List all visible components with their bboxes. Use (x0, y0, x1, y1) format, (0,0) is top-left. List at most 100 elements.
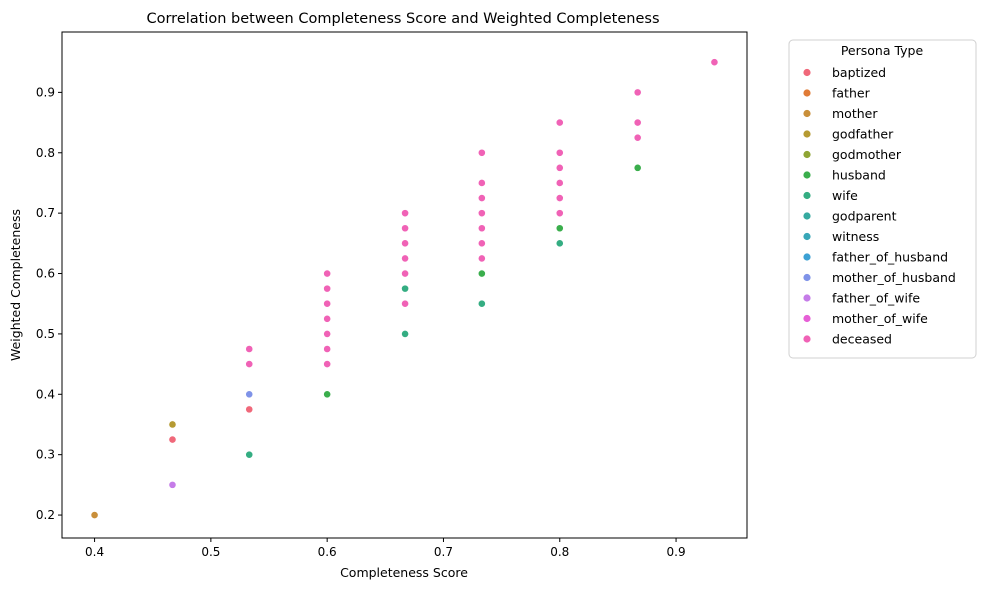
legend-label-deceased: deceased (832, 332, 892, 347)
data-point-deceased (401, 239, 409, 248)
legend-marker-father (803, 89, 811, 97)
data-point-husband (633, 163, 642, 172)
data-point-deceased (477, 254, 486, 263)
legend-label-godfather: godfather (832, 127, 894, 142)
x-tick-label: 0.7 (434, 545, 453, 559)
y-tick-label: 0.3 (36, 448, 55, 462)
data-point-mother (90, 511, 99, 519)
x-tick-label: 0.6 (318, 545, 337, 559)
legend-label-witness: witness (832, 229, 879, 244)
data-point-deceased (477, 239, 486, 248)
data-point-wife (401, 330, 409, 338)
x-axis-label: Completeness Score (340, 565, 468, 580)
data-point-deceased (323, 284, 332, 293)
legend-label-husband: husband (832, 168, 886, 183)
data-point-deceased (633, 88, 642, 97)
data-point-deceased (633, 133, 642, 142)
x-tick-label: 0.5 (201, 545, 220, 559)
legend-marker-father-of-wife (803, 294, 811, 302)
data-point-deceased (401, 299, 409, 308)
legend-marker-mother (803, 109, 811, 118)
data-point-deceased (245, 360, 254, 369)
legend: Persona Type baptized father mother godfath… (788, 39, 977, 359)
data-point-wife (555, 239, 564, 248)
y-tick-label: 0.4 (36, 387, 55, 401)
legend-label-godparent: godparent (832, 209, 897, 224)
data-point-deceased (555, 118, 564, 127)
data-point-husband (555, 224, 564, 233)
data-point-deceased (401, 254, 409, 263)
points-layer (90, 58, 719, 519)
data-point-father-of-wife (168, 480, 177, 489)
data-point-deceased (555, 209, 564, 218)
legend-marker-witness (803, 232, 811, 241)
legend-title: Persona Type (841, 43, 924, 58)
y-tick-label: 0.7 (36, 206, 55, 220)
legend-marker-godfather (803, 130, 811, 138)
y-axis-ticks: 0.2 0.3 0.4 0.5 0.6 0.7 0.8 0.9 (36, 85, 62, 522)
legend-items: baptized father mother godfather godmother hu… (803, 65, 956, 347)
data-point-deceased (710, 58, 719, 67)
legend-label-wife: wife (832, 188, 858, 203)
data-point-deceased (477, 148, 486, 157)
y-tick-label: 0.9 (36, 85, 55, 99)
data-point-deceased (401, 269, 409, 278)
legend-marker-godparent (803, 212, 811, 220)
data-point-deceased (555, 163, 564, 172)
chart-title: Correlation between Completeness Score a… (146, 11, 659, 27)
legend-marker-mother-of-husband (803, 273, 811, 282)
data-point-deceased (323, 345, 332, 353)
data-point-deceased (477, 194, 486, 202)
plot-frame (61, 31, 748, 539)
y-tick-label: 0.2 (36, 508, 55, 522)
legend-label-father-of-wife: father_of_wife (832, 291, 920, 306)
x-tick-label: 0.9 (667, 545, 686, 559)
legend-marker-husband (803, 171, 811, 179)
data-point-deceased (323, 269, 332, 278)
data-point-baptized (245, 405, 254, 414)
x-tick-label: 0.8 (550, 545, 569, 559)
data-point-deceased (245, 345, 254, 353)
data-point-husband (323, 390, 332, 399)
legend-label-godmother: godmother (832, 147, 902, 162)
data-point-deceased (323, 299, 332, 308)
data-point-deceased (401, 224, 409, 233)
legend-label-mother: mother (832, 106, 878, 121)
data-point-deceased (477, 209, 486, 218)
data-point-wife (401, 284, 409, 293)
legend-marker-deceased (803, 335, 811, 343)
y-tick-label: 0.8 (36, 146, 55, 160)
legend-label-father-of-husband: father_of_husband (832, 250, 948, 265)
data-point-godfather (168, 420, 177, 429)
data-point-deceased (323, 314, 332, 323)
data-point-wife (477, 299, 486, 308)
data-point-deceased (477, 179, 486, 187)
x-axis-ticks: 0.4 0.5 0.6 0.7 0.8 0.9 (85, 538, 686, 559)
legend-marker-mother-of-wife (803, 314, 811, 323)
legend-label-baptized: baptized (832, 65, 886, 80)
data-point-deceased (555, 179, 564, 187)
legend-marker-godmother (803, 150, 811, 159)
legend-label-mother-of-wife: mother_of_wife (832, 311, 928, 326)
data-point-deceased (555, 194, 564, 202)
data-point-deceased (633, 118, 642, 127)
legend-label-mother-of-husband: mother_of_husband (832, 270, 956, 285)
y-tick-label: 0.6 (36, 267, 55, 281)
legend-marker-baptized (803, 68, 811, 77)
data-point-deceased (323, 360, 332, 369)
data-point-deceased (555, 148, 564, 157)
data-point-baptized (168, 435, 177, 444)
x-tick-label: 0.4 (85, 545, 104, 559)
data-point-husband (477, 269, 486, 278)
y-tick-label: 0.5 (36, 327, 55, 341)
data-point-wife (245, 450, 254, 459)
legend-label-father: father (832, 86, 871, 101)
data-point-deceased (401, 209, 409, 218)
y-axis-label: Weighted Completeness (8, 209, 23, 361)
data-point-deceased (477, 224, 486, 233)
data-point-deceased (323, 330, 332, 338)
legend-box (788, 39, 977, 359)
legend-marker-wife (803, 191, 811, 200)
legend-marker-father-of-husband (803, 253, 811, 261)
